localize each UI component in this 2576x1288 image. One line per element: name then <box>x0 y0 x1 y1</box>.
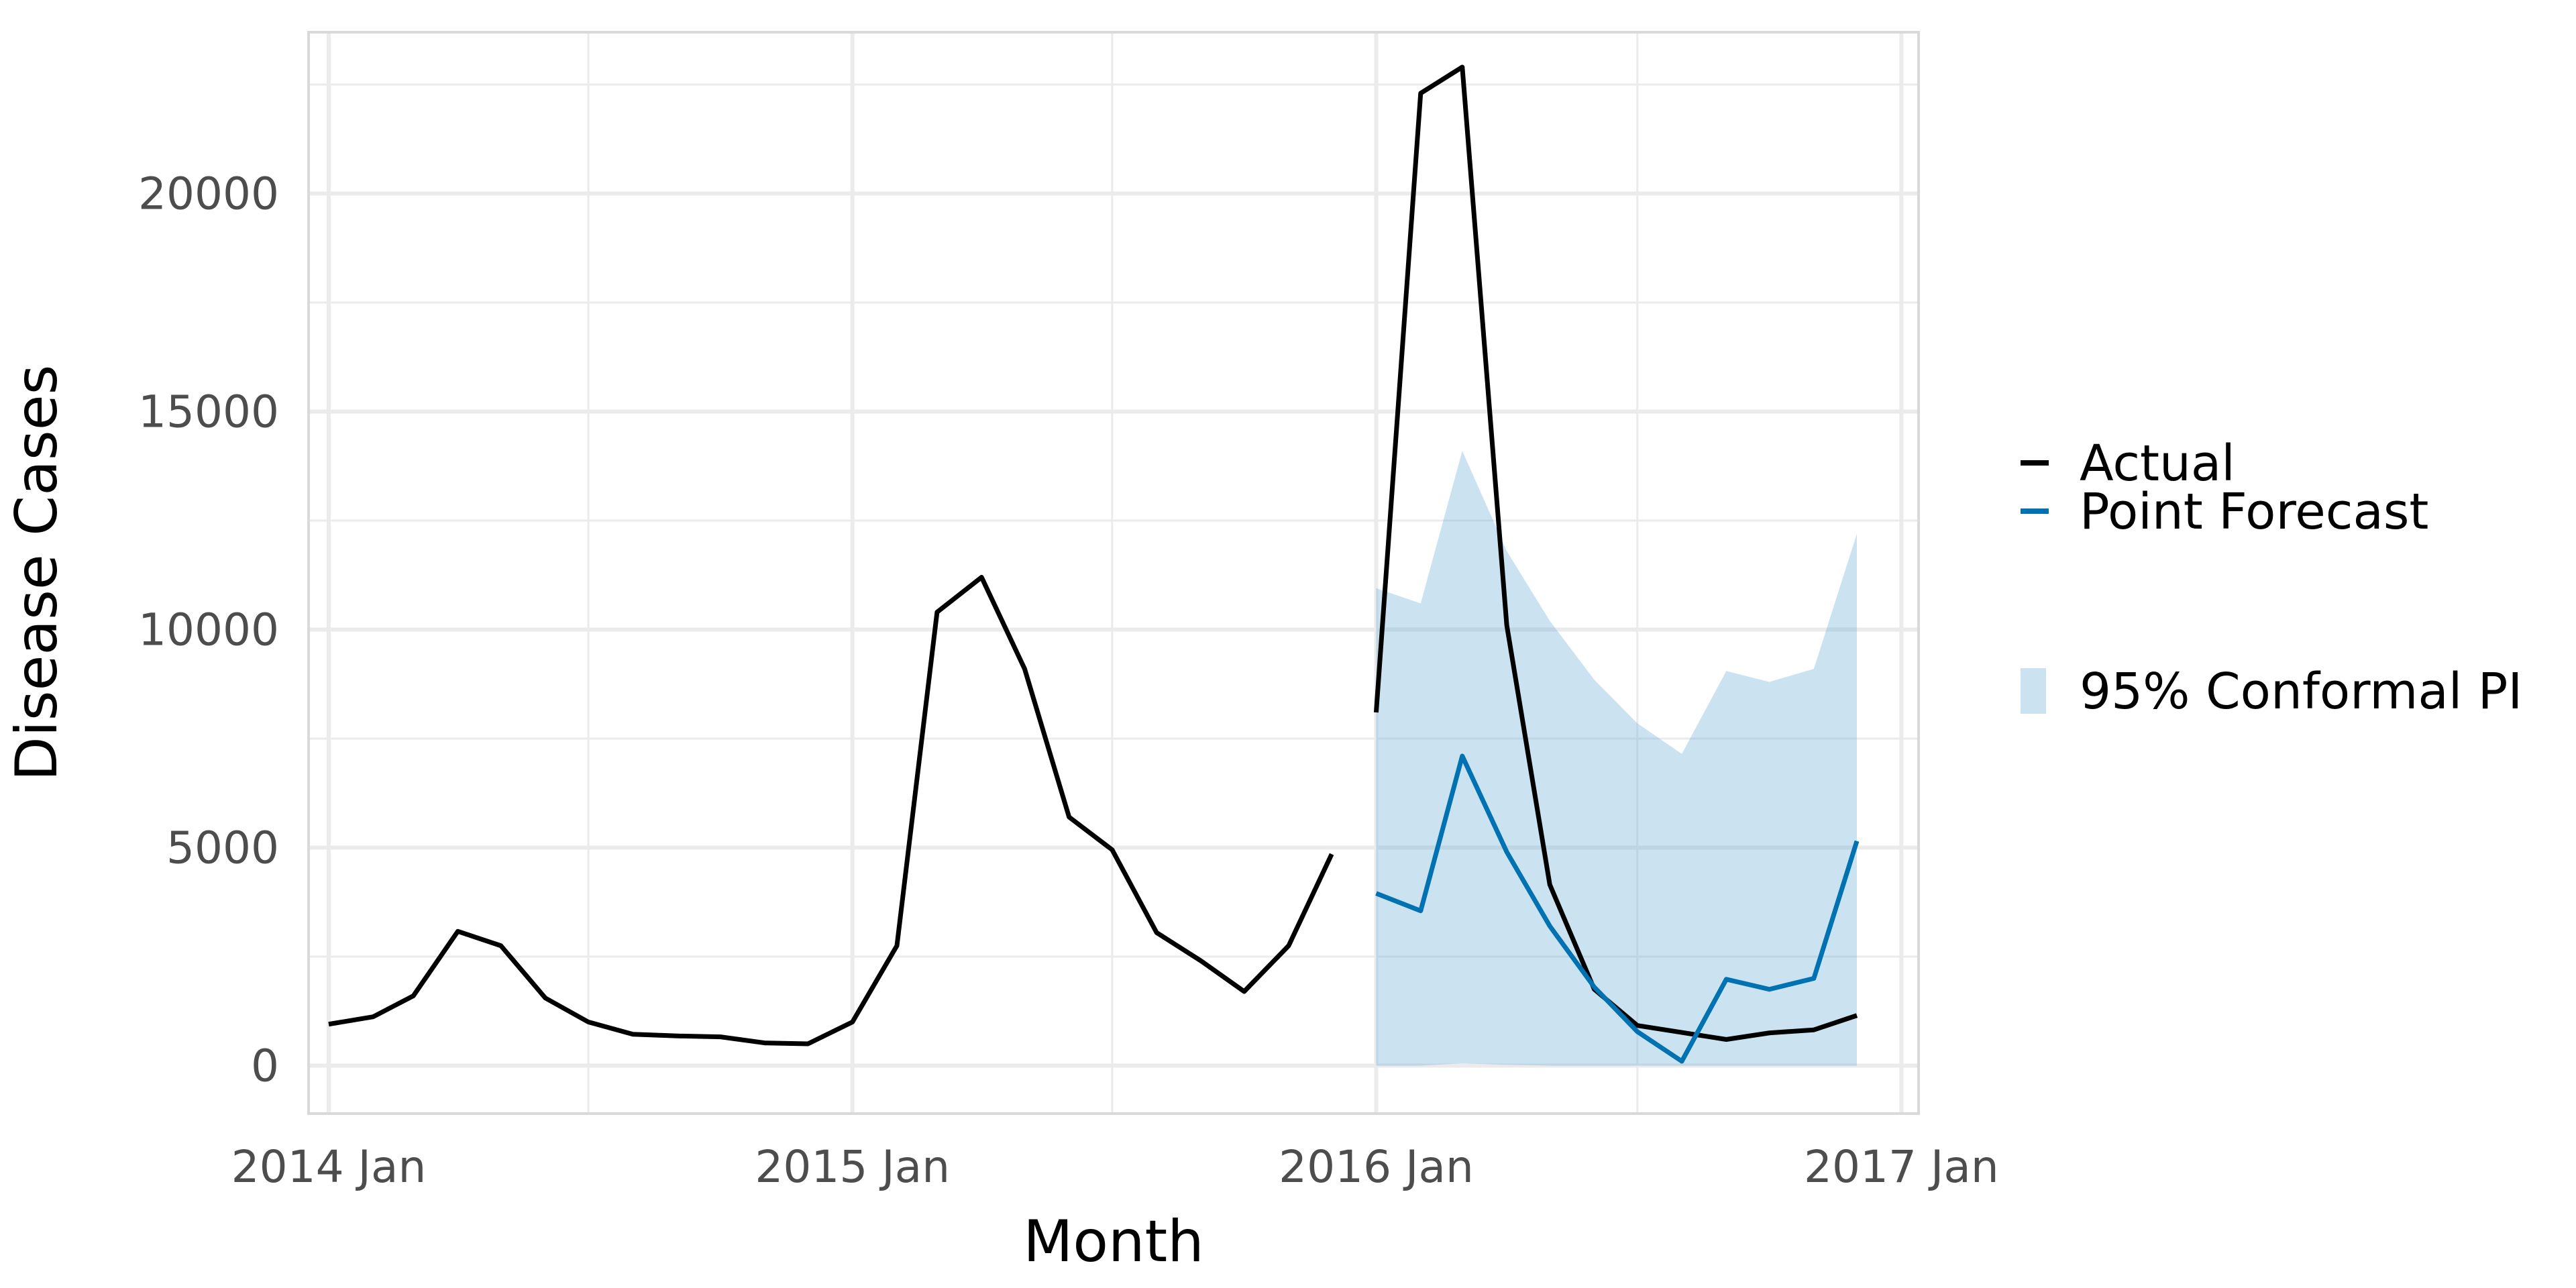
plot-background <box>307 31 1920 1115</box>
x-tick-label: 2017 Jan <box>1804 1141 1999 1193</box>
plot-border <box>307 31 1920 1115</box>
y-axis-title: Disease Cases <box>3 365 70 782</box>
conformal-pi-area <box>1376 451 1858 1066</box>
x-tick-label: 2016 Jan <box>1279 1141 1474 1193</box>
y-tick-label: 5000 <box>166 822 279 874</box>
x-axis-tick-labels: 2014 Jan 2015 Jan 2016 Jan 2017 Jan <box>231 1141 1999 1193</box>
y-tick-label: 0 <box>251 1040 279 1092</box>
legend-label: Actual <box>2080 435 2235 492</box>
legend-key-fill <box>2021 668 2046 714</box>
x-tick-label: 2015 Jan <box>755 1141 950 1193</box>
legend-label: 95% Conformal PI <box>2080 663 2522 720</box>
x-axis-title: Month <box>1023 1208 1204 1275</box>
grid-lines <box>309 32 1919 1114</box>
series-lines <box>328 64 1860 1064</box>
legend-label: Point Forecast <box>2080 483 2428 541</box>
y-axis-tick-labels: 0 5000 10000 15000 20000 <box>138 168 279 1092</box>
x-tick-label: 2014 Jan <box>231 1141 427 1193</box>
point-forecast-line <box>1375 753 1860 1064</box>
y-tick-label: 10000 <box>138 604 279 656</box>
actual-line <box>328 575 1334 1046</box>
y-tick-label: 20000 <box>138 168 279 220</box>
y-tick-label: 15000 <box>138 386 279 438</box>
prediction-interval-band <box>1376 451 1858 1066</box>
